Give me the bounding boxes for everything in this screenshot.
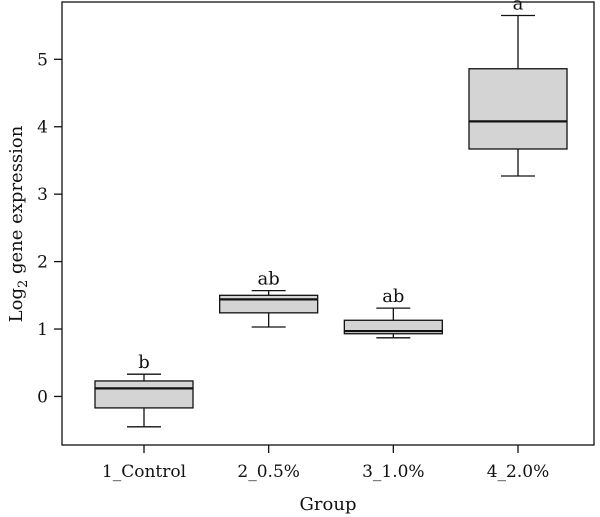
y-axis: 0 1 2 3 4 5 [37, 50, 62, 407]
plot-frame [61, 1, 595, 446]
significance-label: ab [258, 269, 280, 290]
significance-label: a [513, 0, 524, 14]
x-tick-label: 1_Control [102, 462, 186, 482]
y-tick-label: 4 [37, 118, 48, 138]
iqr-box [219, 294, 319, 314]
boxes: b ab ab a [94, 0, 568, 428]
x-tick-label: 3_1.0% [362, 462, 425, 482]
y-tick-label: 1 [37, 320, 48, 340]
y-axis-title-subscript: 2 [16, 280, 31, 288]
significance-label: ab [382, 286, 404, 307]
y-axis-title-rest: gene expression [6, 125, 27, 280]
y-tick-label: 3 [37, 185, 48, 205]
significance-label: b [138, 352, 150, 373]
x-tick-label: 2_0.5% [237, 462, 300, 482]
iqr-box [94, 380, 194, 409]
box-group: ab [219, 269, 319, 328]
y-axis-title: Log2 gene expression [6, 125, 31, 322]
y-tick-label: 2 [37, 253, 48, 273]
y-tick-label: 5 [37, 50, 48, 70]
y-tick-label: 0 [37, 387, 48, 407]
x-tick-label: 4_2.0% [487, 462, 550, 482]
box-group: a [468, 0, 568, 177]
y-axis-title-main: Log [6, 288, 27, 322]
x-axis-title: Group [300, 494, 357, 515]
box-group: ab [343, 286, 443, 339]
x-axis: 1_Control 2_0.5% 3_1.0% 4_2.0% [102, 445, 549, 482]
iqr-box [468, 68, 568, 150]
box-group: b [94, 352, 194, 428]
